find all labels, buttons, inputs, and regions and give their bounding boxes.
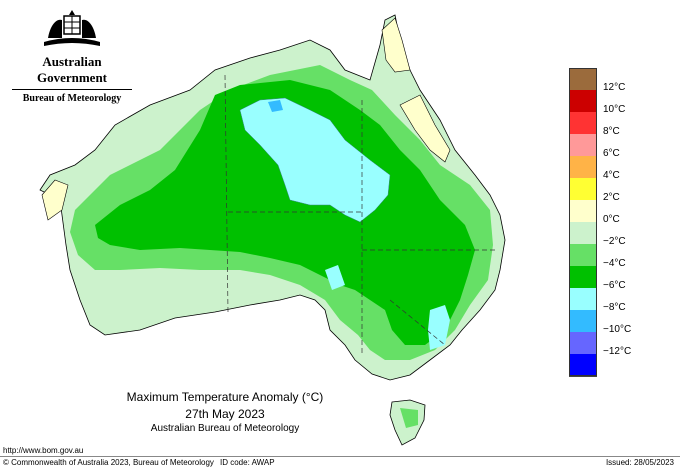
tasmania-cold-region [400, 408, 418, 428]
legend-frame [569, 68, 597, 376]
legend-label: −4°C [603, 258, 626, 269]
legend-label: 2°C [603, 192, 620, 203]
copyright-notice: © Commonwealth of Australia 2023, Bureau… [3, 458, 214, 467]
legend-label: 12°C [603, 82, 626, 93]
footer-divider [0, 456, 680, 457]
legend-label: 0°C [603, 214, 620, 225]
legend-label: −10°C [603, 324, 632, 335]
legend-label: −6°C [603, 280, 626, 291]
legend-label: 8°C [603, 126, 620, 137]
anomaly-zero-qld-coast [399, 94, 451, 163]
logo-divider [12, 89, 132, 90]
government-logo: Australian Government Bureau of Meteorol… [8, 8, 136, 104]
coat-of-arms-icon [44, 10, 100, 46]
legend-label: −2°C [603, 236, 626, 247]
legend-swatch [569, 354, 597, 377]
anomaly-zero-cape-york [381, 17, 411, 73]
anomaly-minus6-south [428, 305, 450, 350]
legend-label: −12°C [603, 346, 632, 357]
anomaly-minus6-west [325, 265, 345, 290]
state-borders [224, 74, 495, 355]
map-date: 27th May 2023 [185, 407, 265, 421]
legend-entry [569, 354, 679, 377]
anomaly-minus6-region [239, 97, 391, 223]
website-link[interactable]: http://www.bom.gov.au [3, 446, 84, 455]
legend-label: −8°C [603, 302, 626, 313]
anomaly-minus4-region [95, 80, 475, 345]
anomaly-minus8-spot [268, 100, 283, 112]
issued-date: Issued: 28/05/2023 [605, 458, 674, 467]
bureau-name: Bureau of Meteorology [22, 93, 122, 104]
legend-label: 4°C [603, 170, 620, 181]
legend-label: 10°C [603, 104, 626, 115]
government-name: Australian Government [36, 54, 108, 85]
id-code: ID code: AWAP [220, 458, 275, 467]
anomaly-zero-wa-coast [41, 179, 69, 221]
map-source: Australian Bureau of Meteorology [150, 423, 300, 434]
map-title: Maximum Temperature Anomaly (°C) [126, 390, 324, 404]
legend-label: 6°C [603, 148, 620, 159]
